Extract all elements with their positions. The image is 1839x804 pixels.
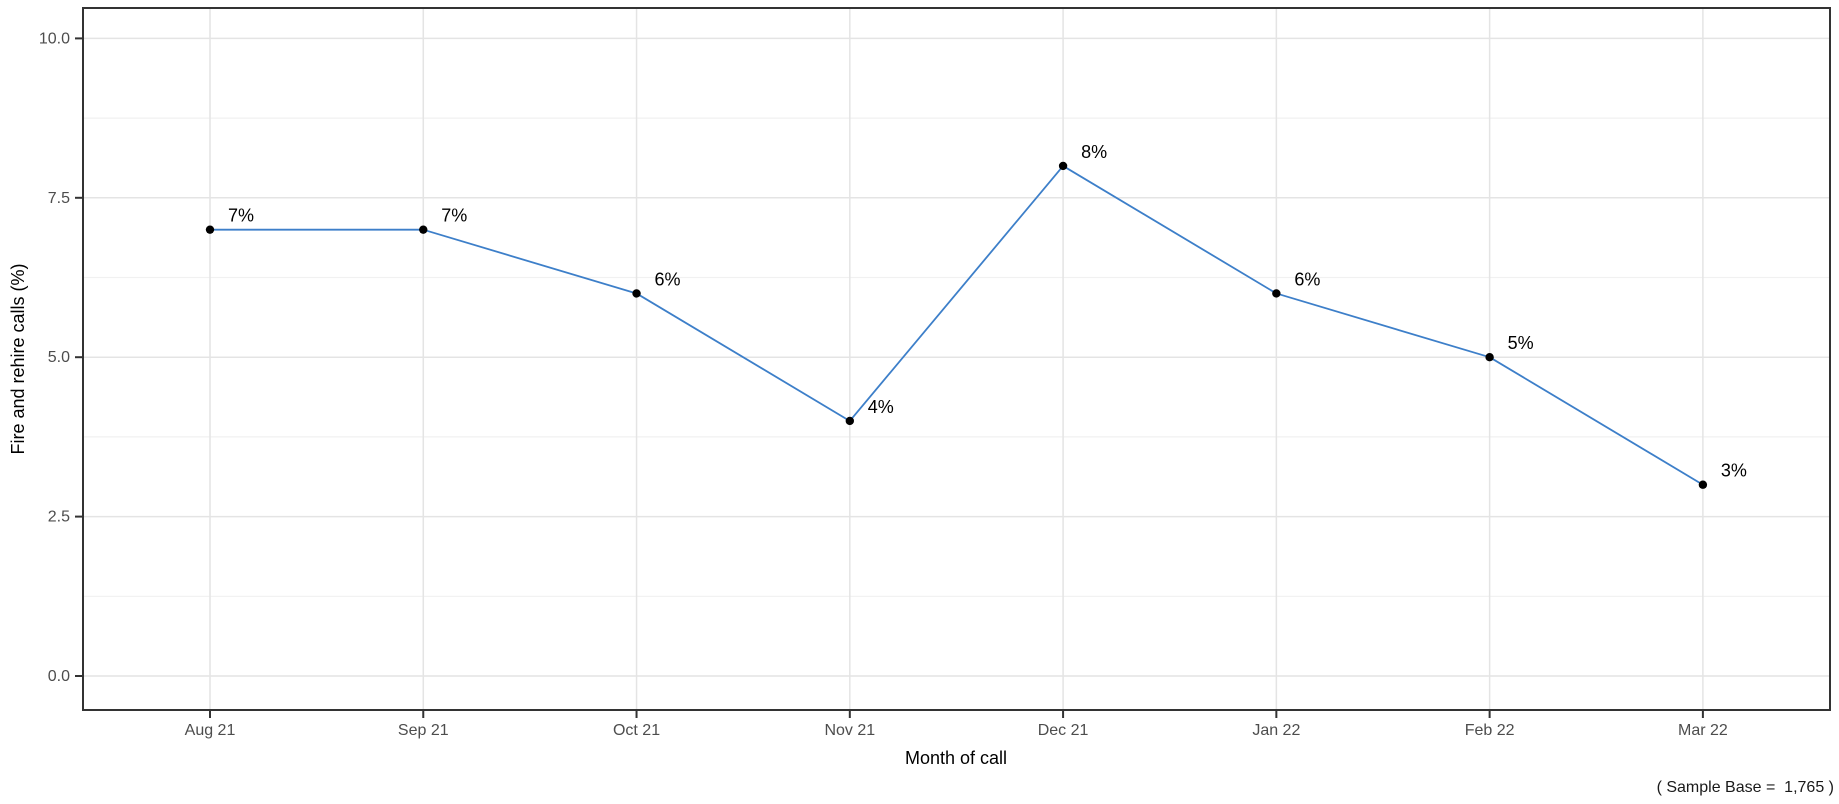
y-tick-label: 7.5 <box>48 190 70 207</box>
data-point-label: 8% <box>1081 142 1107 162</box>
data-point-label: 3% <box>1721 461 1747 481</box>
data-point-label: 4% <box>868 397 894 417</box>
data-point <box>1485 353 1494 362</box>
data-point-label: 7% <box>441 206 467 226</box>
y-tick-label: 2.5 <box>48 509 70 526</box>
y-tick-label: 10.0 <box>39 30 70 47</box>
x-tick-label: Jan 22 <box>1252 722 1300 739</box>
data-point <box>1272 289 1281 298</box>
y-tick-label: 5.0 <box>48 349 70 366</box>
data-point <box>632 289 641 298</box>
x-tick-label: Oct 21 <box>613 722 660 739</box>
sample-base-note: ( Sample Base = 1,765 ) <box>1657 779 1834 796</box>
panel-background <box>83 8 1830 710</box>
data-line <box>209 165 1704 486</box>
x-tick-label: Feb 22 <box>1465 722 1515 739</box>
panel-border <box>82 7 1831 711</box>
x-tick-label: Aug 21 <box>185 722 236 739</box>
data-point <box>1698 480 1708 489</box>
data-point-label: 6% <box>655 269 681 289</box>
data-point-label: 5% <box>1508 333 1534 353</box>
x-tick-label: Nov 21 <box>824 722 875 739</box>
data-point <box>845 416 855 426</box>
x-axis-title: Month of call <box>905 748 1007 768</box>
y-axis-title: Fire and rehire calls (%) <box>8 263 28 454</box>
plot-panel: 0.0 2.5 5.0 7.5 10.0 Aug 21 Sep 21 Oct 21 Nov 21… <box>39 7 1831 739</box>
data-point <box>419 225 428 234</box>
data-point <box>205 225 215 234</box>
data-point-label: 7% <box>228 206 254 226</box>
y-tick-label: 0.0 <box>48 668 70 685</box>
data-point <box>1058 161 1068 171</box>
x-tick-label: Sep 21 <box>398 722 449 739</box>
x-tick-label: Mar 22 <box>1678 722 1728 739</box>
x-tick-label: Dec 21 <box>1038 722 1089 739</box>
data-point-label: 6% <box>1294 269 1320 289</box>
